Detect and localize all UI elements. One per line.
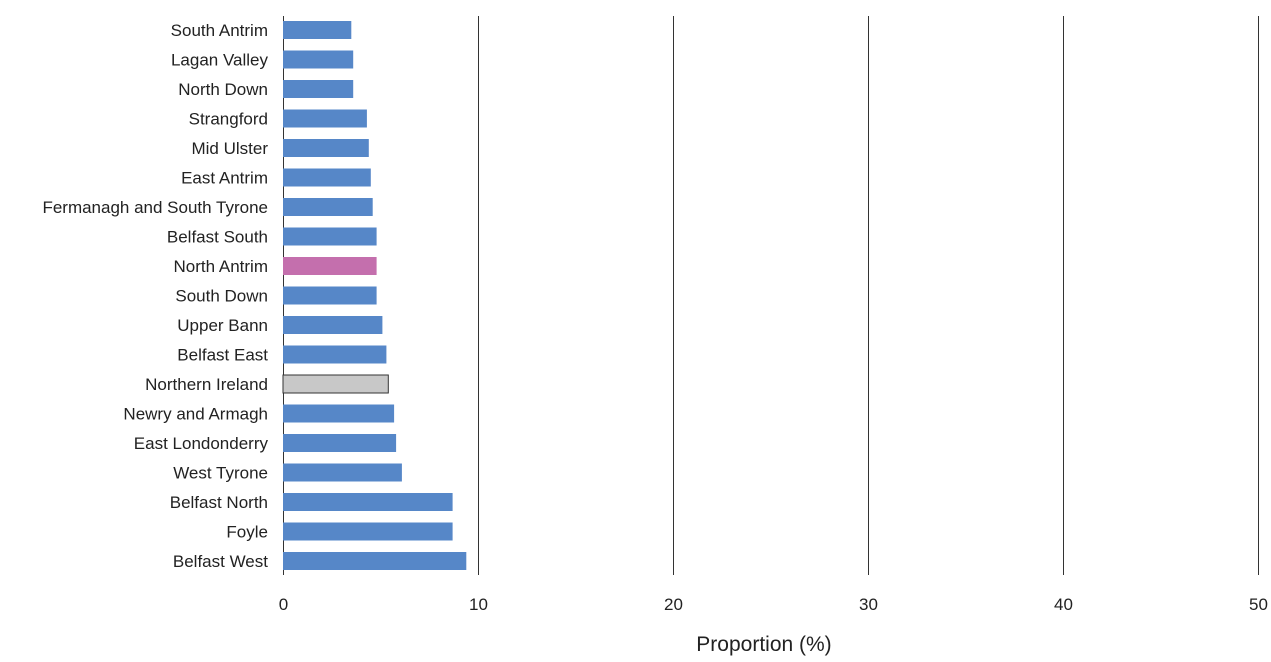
x-tick-label-10: 10 (469, 595, 488, 614)
category-label-lagan-valley: Lagan Valley (171, 51, 269, 70)
category-label-belfast-east: Belfast East (177, 346, 268, 365)
category-label-mid-ulster: Mid Ulster (191, 139, 268, 158)
bar-belfast-north (283, 493, 453, 511)
bar-upper-bann (283, 316, 383, 334)
x-tick-label-20: 20 (664, 595, 683, 614)
bar-north-down (283, 80, 354, 98)
category-label-northern-ireland: Northern Ireland (145, 375, 268, 394)
category-label-north-antrim: North Antrim (174, 257, 268, 276)
bar-fermanagh-and-south-tyrone (283, 198, 373, 216)
bar-belfast-west (283, 552, 467, 570)
gridlines (283, 16, 1259, 575)
x-tick-label-40: 40 (1054, 595, 1073, 614)
bars (282, 21, 467, 570)
category-label-upper-bann: Upper Bann (177, 316, 268, 335)
bar-mid-ulster (283, 139, 369, 157)
bar-newry-and-armagh (283, 404, 395, 423)
bar-east-antrim (283, 168, 371, 187)
category-label-south-antrim: South Antrim (171, 21, 268, 40)
bar-north-antrim (283, 257, 377, 275)
bar-east-londonderry (283, 434, 397, 452)
bar-northern-ireland (282, 374, 389, 394)
category-label-belfast-south: Belfast South (167, 228, 268, 247)
category-label-west-tyrone: West Tyrone (173, 464, 268, 483)
x-tick-labels: 0 10 20 30 40 50 (279, 595, 1268, 614)
category-label-belfast-north: Belfast North (170, 493, 268, 512)
category-label-foyle: Foyle (226, 523, 268, 542)
category-labels: South Antrim Lagan Valley North Down Strang… (42, 21, 268, 571)
category-label-east-londonderry: East Londonderry (134, 434, 269, 453)
bar-lagan-valley (283, 50, 354, 69)
category-label-strangford: Strangford (189, 110, 268, 129)
category-label-fermanagh-and-south-tyrone: Fermanagh and South Tyrone (42, 198, 268, 217)
category-label-belfast-west: Belfast West (173, 552, 268, 571)
x-axis-title: Proportion (%) (696, 633, 831, 656)
bar-foyle (283, 522, 453, 541)
category-label-newry-and-armagh: Newry and Armagh (123, 405, 268, 424)
bar-belfast-east (283, 345, 387, 364)
category-label-east-antrim: East Antrim (181, 169, 268, 188)
category-label-north-down: North Down (178, 80, 268, 99)
bar-belfast-south (283, 227, 377, 246)
bar-south-down (283, 286, 377, 305)
x-tick-label-0: 0 (279, 595, 288, 614)
bar-strangford (283, 109, 367, 128)
bar-west-tyrone (283, 463, 402, 482)
x-tick-label-50: 50 (1249, 595, 1268, 614)
category-label-south-down: South Down (175, 287, 268, 306)
x-tick-label-30: 30 (859, 595, 878, 614)
bar-south-antrim (283, 21, 352, 39)
